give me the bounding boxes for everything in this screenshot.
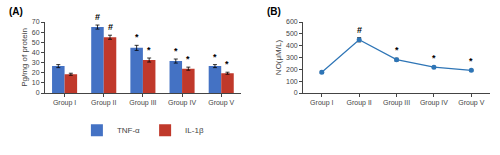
svg-text:300: 300: [286, 54, 298, 61]
svg-text:*: *: [432, 53, 436, 63]
svg-text:#: #: [95, 12, 100, 22]
svg-text:100: 100: [286, 78, 298, 85]
svg-text:50: 50: [32, 39, 40, 46]
svg-text:*: *: [186, 54, 190, 64]
svg-text:Group III: Group III: [383, 99, 410, 107]
svg-text:(B): (B): [267, 6, 281, 17]
svg-text:20: 20: [32, 69, 40, 76]
svg-text:*: *: [225, 59, 229, 69]
svg-text:30: 30: [32, 59, 40, 66]
svg-text:40: 40: [32, 49, 40, 56]
svg-text:*: *: [147, 45, 151, 55]
svg-text:0: 0: [294, 89, 298, 96]
svg-text:600: 600: [286, 18, 298, 25]
svg-text:60: 60: [32, 29, 40, 36]
svg-text:70: 70: [32, 18, 40, 25]
svg-text:10: 10: [32, 79, 40, 86]
svg-text:Group I: Group I: [53, 99, 76, 107]
svg-text:TNF-α: TNF-α: [117, 126, 140, 135]
svg-text:(A): (A): [9, 6, 23, 17]
svg-text:*: *: [395, 45, 399, 55]
svg-text:500: 500: [286, 30, 298, 37]
svg-text:Group IV: Group IV: [420, 99, 448, 107]
svg-text:*: *: [135, 32, 139, 42]
svg-text:Group V: Group V: [458, 99, 484, 107]
svg-text:Group II: Group II: [91, 99, 116, 107]
svg-text:Group I: Group I: [310, 99, 333, 107]
svg-text:0: 0: [36, 89, 40, 96]
svg-text:Group II: Group II: [347, 99, 372, 107]
svg-text:#: #: [108, 22, 113, 32]
svg-text:200: 200: [286, 66, 298, 73]
svg-text:Group III: Group III: [129, 99, 156, 107]
svg-text:*: *: [213, 52, 217, 62]
svg-text:400: 400: [286, 42, 298, 49]
svg-text:*: *: [469, 56, 473, 66]
svg-text:Pg/mg of protein: Pg/mg of protein: [20, 28, 29, 87]
svg-text:Group IV: Group IV: [168, 99, 196, 107]
svg-text:*: *: [174, 46, 178, 56]
svg-text:IL-1β: IL-1β: [185, 126, 204, 135]
svg-text:NO(μM/L): NO(μM/L): [274, 40, 283, 76]
svg-text:Group V: Group V: [208, 99, 234, 107]
svg-text:#: #: [357, 25, 362, 35]
